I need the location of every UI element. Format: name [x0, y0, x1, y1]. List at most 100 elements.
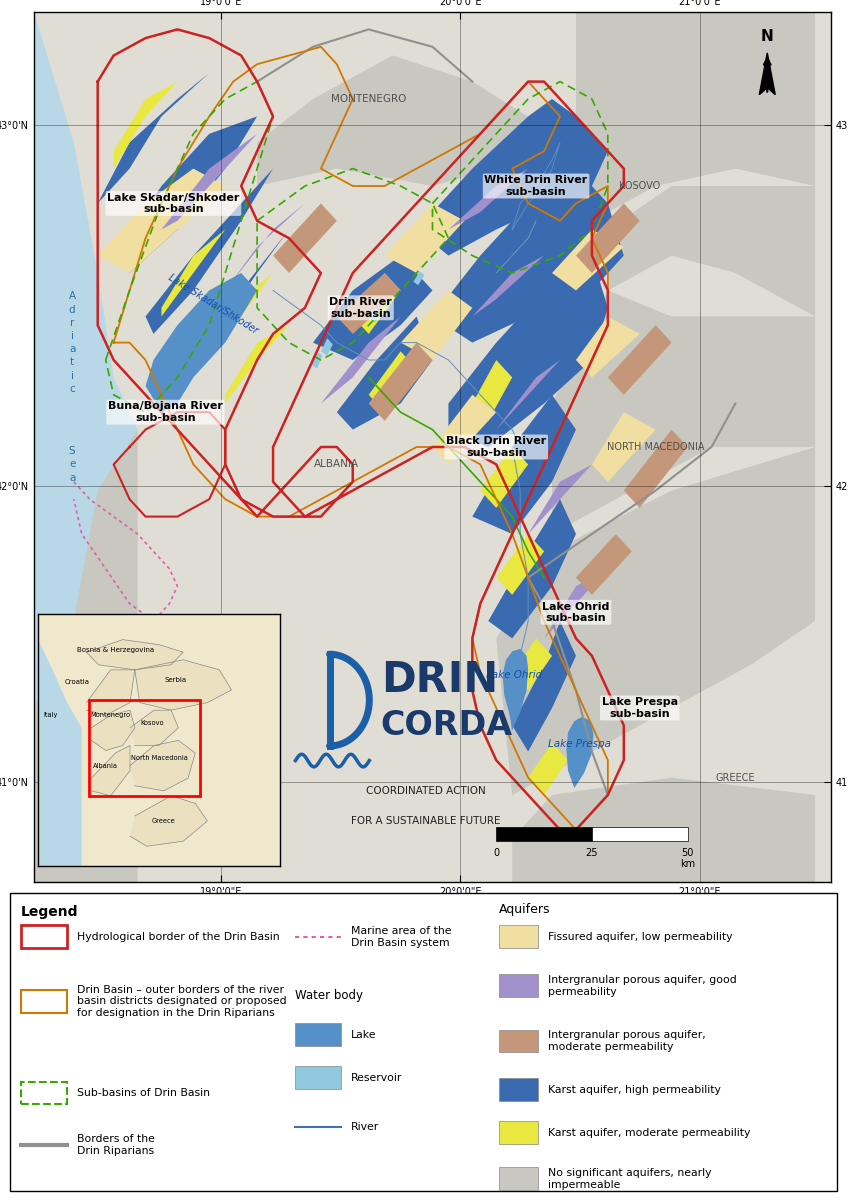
Text: S
e
a: S e a: [69, 446, 75, 482]
Polygon shape: [576, 12, 815, 229]
Polygon shape: [472, 395, 576, 534]
Text: Lake Prespa: Lake Prespa: [549, 739, 611, 749]
Text: Lake Ohrid
sub-basin: Lake Ohrid sub-basin: [542, 601, 610, 623]
Polygon shape: [273, 203, 337, 272]
Polygon shape: [130, 796, 207, 846]
Text: Intergranular porous aquifer,
moderate permeability: Intergranular porous aquifer, moderate p…: [548, 1030, 706, 1051]
Bar: [499, 1079, 538, 1102]
Text: Lake Skadar/Shkoder: Lake Skadar/Shkoder: [166, 272, 260, 336]
Polygon shape: [337, 272, 400, 334]
Text: N: N: [761, 29, 773, 44]
Polygon shape: [34, 430, 137, 882]
Text: Drin River
sub-basin: Drin River sub-basin: [329, 296, 392, 318]
Polygon shape: [488, 499, 576, 638]
Polygon shape: [432, 168, 624, 343]
Text: Lake Prespa
sub-basin: Lake Prespa sub-basin: [602, 697, 678, 719]
Polygon shape: [544, 569, 608, 638]
Polygon shape: [496, 446, 815, 794]
Polygon shape: [257, 55, 528, 186]
Text: ALBANIA: ALBANIA: [315, 460, 360, 469]
Text: NORTH MACEDONIA: NORTH MACEDONIA: [607, 442, 705, 452]
Polygon shape: [193, 229, 289, 360]
Polygon shape: [313, 256, 432, 360]
Polygon shape: [472, 256, 544, 317]
Text: River: River: [351, 1122, 379, 1132]
Text: Reservoir: Reservoir: [351, 1073, 402, 1082]
Polygon shape: [369, 307, 381, 323]
Bar: [499, 1168, 538, 1190]
Text: Legend: Legend: [21, 905, 79, 919]
Polygon shape: [449, 168, 528, 229]
Text: Lake: Lake: [351, 1030, 377, 1040]
Polygon shape: [503, 649, 528, 730]
Polygon shape: [321, 338, 332, 355]
Text: 0: 0: [494, 848, 499, 858]
Polygon shape: [432, 395, 496, 464]
Text: GREECE: GREECE: [716, 773, 755, 782]
Polygon shape: [86, 670, 135, 715]
Text: Lake Skadar/Shkoder
sub-basin: Lake Skadar/Shkoder sub-basin: [107, 192, 240, 214]
Text: Hydrological border of the Drin Basin: Hydrological border of the Drin Basin: [76, 932, 279, 942]
Polygon shape: [135, 660, 232, 710]
Polygon shape: [496, 360, 560, 430]
Text: Albania: Albania: [93, 763, 119, 768]
Polygon shape: [311, 352, 322, 368]
Polygon shape: [566, 716, 594, 788]
Text: Kosovo: Kosovo: [140, 720, 164, 726]
Text: Serbia: Serbia: [165, 677, 187, 683]
Text: MONTENEGRO: MONTENEGRO: [331, 94, 406, 104]
Text: Fissured aquifer, low permeability: Fissured aquifer, low permeability: [548, 932, 732, 942]
Bar: [592, 827, 688, 841]
Bar: [499, 974, 538, 997]
Text: Karst aquifer, high permeability: Karst aquifer, high permeability: [548, 1085, 721, 1094]
Text: No significant aquifers, nearly
impermeable: No significant aquifers, nearly impermea…: [548, 1168, 711, 1189]
Polygon shape: [177, 238, 257, 325]
Text: Borders of the
Drin Riparians: Borders of the Drin Riparians: [76, 1134, 154, 1156]
Polygon shape: [130, 740, 195, 791]
Polygon shape: [576, 203, 639, 272]
Text: Bosnia & Herzegovina: Bosnia & Herzegovina: [77, 647, 154, 653]
Text: Black Drin River
sub-basin: Black Drin River sub-basin: [446, 437, 546, 457]
Polygon shape: [114, 116, 257, 272]
Text: 25: 25: [586, 848, 598, 858]
Text: KOSOVO: KOSOVO: [619, 181, 661, 191]
Polygon shape: [130, 710, 178, 745]
Polygon shape: [369, 352, 416, 413]
Polygon shape: [624, 430, 688, 508]
Text: km: km: [680, 859, 695, 869]
Bar: [89, 700, 200, 796]
Polygon shape: [608, 186, 815, 317]
Bar: [21, 1081, 67, 1104]
Text: White Drin River
sub-basin: White Drin River sub-basin: [484, 175, 588, 197]
Polygon shape: [226, 325, 289, 403]
Text: Water body: Water body: [295, 989, 363, 1002]
Polygon shape: [114, 82, 177, 168]
Polygon shape: [161, 134, 257, 229]
Bar: [496, 827, 592, 841]
Bar: [295, 1067, 341, 1090]
Polygon shape: [226, 203, 305, 290]
Polygon shape: [289, 256, 369, 343]
Polygon shape: [353, 272, 400, 334]
Text: Karst aquifer, moderate permeability: Karst aquifer, moderate permeability: [548, 1128, 750, 1138]
Polygon shape: [576, 534, 632, 595]
Polygon shape: [496, 534, 544, 595]
Polygon shape: [34, 12, 137, 882]
Polygon shape: [92, 710, 135, 750]
Polygon shape: [209, 272, 273, 360]
Polygon shape: [449, 256, 608, 446]
Text: Buna/Bojana River
sub-basin: Buna/Bojana River sub-basin: [108, 401, 223, 422]
Polygon shape: [552, 229, 624, 290]
Text: Montenegro: Montenegro: [91, 712, 131, 718]
Polygon shape: [480, 446, 528, 508]
Bar: [295, 1024, 341, 1046]
Polygon shape: [98, 168, 226, 272]
Polygon shape: [592, 413, 656, 481]
Polygon shape: [528, 464, 592, 534]
Text: A
d
r
i
a
t
i
c: A d r i a t i c: [69, 292, 75, 394]
Polygon shape: [369, 343, 432, 421]
Polygon shape: [86, 640, 183, 670]
Polygon shape: [146, 272, 257, 413]
Text: Drin Basin – outer borders of the river
basin districts designated or proposed
f: Drin Basin – outer borders of the river …: [76, 985, 287, 1018]
Polygon shape: [413, 271, 425, 286]
